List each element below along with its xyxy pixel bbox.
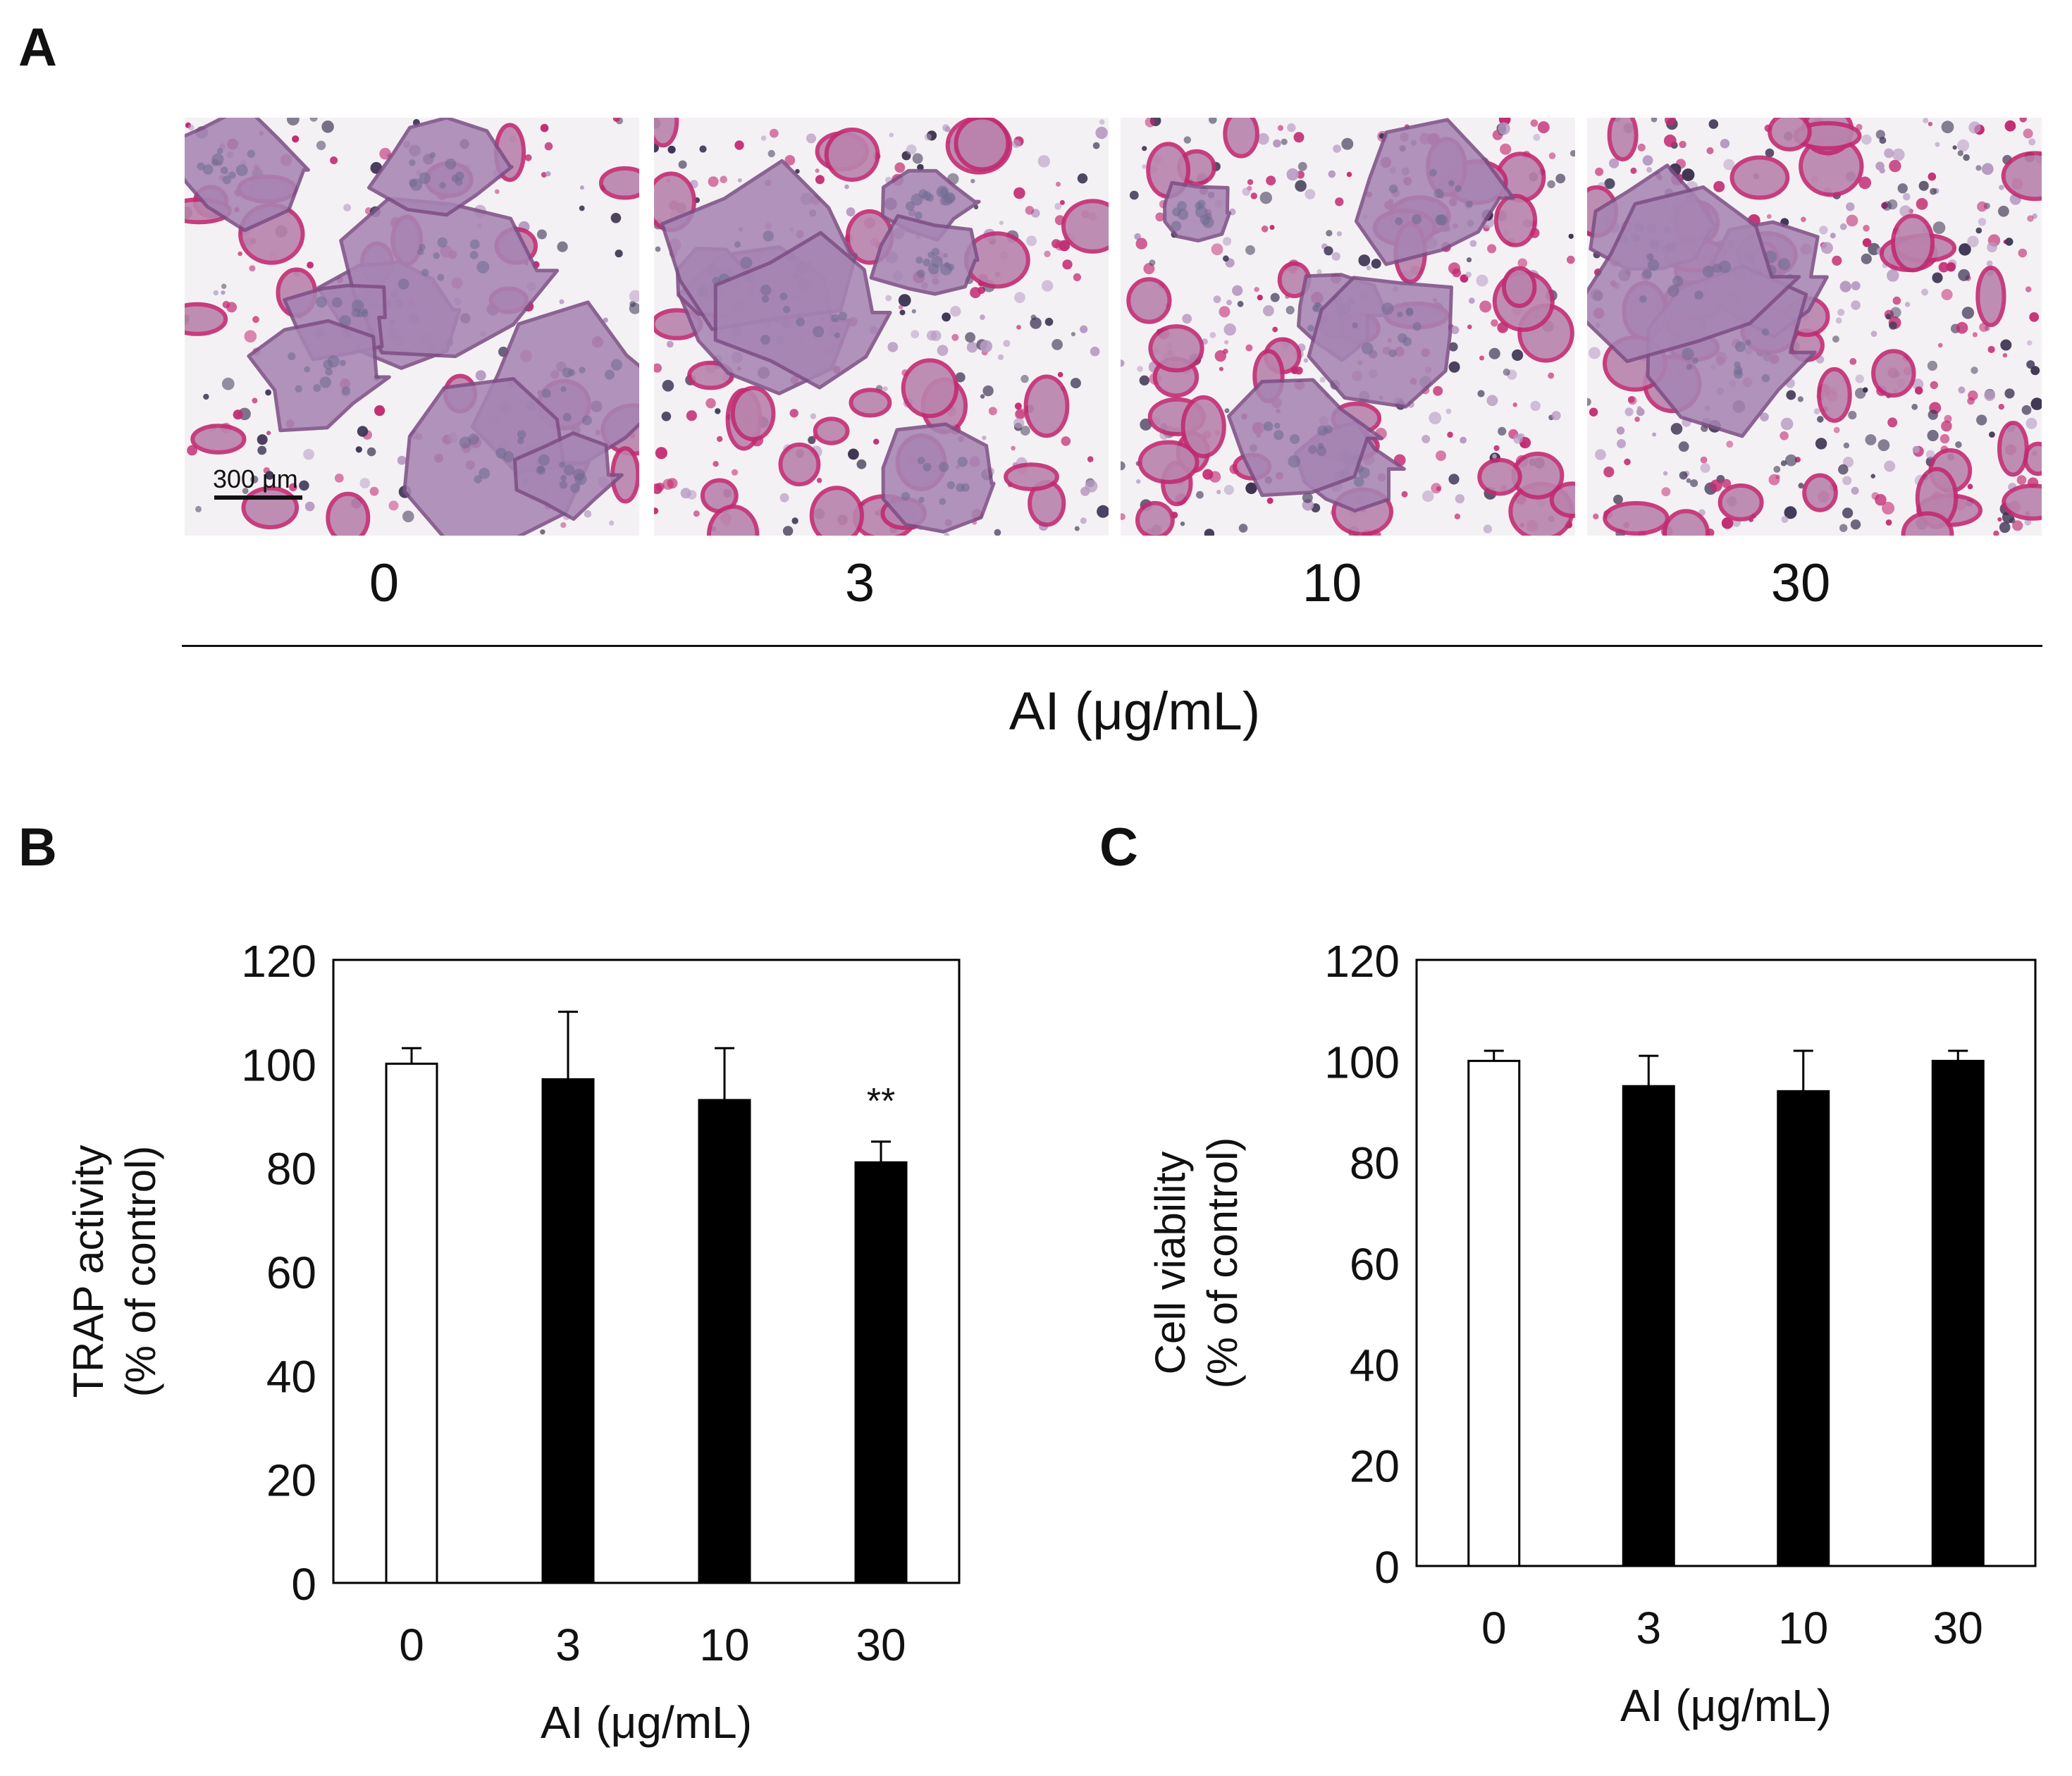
y-tick-label: 80 <box>266 1144 316 1195</box>
x-tick-label-0: 0 <box>399 1620 424 1670</box>
x-axis-label: AI (μg/mL) <box>1620 1680 1832 1731</box>
bar-3 <box>1622 1085 1675 1567</box>
panel-a-letter: A <box>18 18 57 78</box>
y-tick-label: 40 <box>1350 1340 1400 1390</box>
panel-a-divider <box>182 645 2042 647</box>
condition-label-0: 0 <box>369 553 400 613</box>
chart-cell-viability: 0 20 40 60 80 100 120 0 3 10 30 AI (μg/mL) Cell viab… <box>1147 936 2037 1731</box>
x-tick-label-10: 10 <box>699 1620 749 1670</box>
panel-b-letter: B <box>18 818 57 877</box>
y-axis-label-line2: (% of control) <box>1199 1137 1246 1389</box>
y-tick-label: 0 <box>291 1559 316 1610</box>
y-tick-label: 100 <box>241 1040 316 1090</box>
x-tick-label-3: 3 <box>555 1620 581 1670</box>
y-tick-label: 100 <box>1324 1037 1400 1087</box>
x-tick-label-30: 30 <box>1933 1603 1983 1653</box>
y-axis-label-line2: (% of control) <box>117 1146 164 1398</box>
y-tick-label: 120 <box>241 936 316 987</box>
y-tick-label: 60 <box>266 1247 316 1298</box>
plot-frame <box>332 958 961 1584</box>
x-axis-label: AI (μg/mL) <box>541 1697 752 1748</box>
x-tick-label-3: 3 <box>1636 1603 1661 1653</box>
micrograph-30 <box>1587 118 2042 536</box>
bar-0 <box>1467 1059 1521 1567</box>
plot-frame <box>1415 958 2037 1567</box>
y-tick-label: 20 <box>1350 1441 1400 1492</box>
condition-label-10: 10 <box>1302 553 1362 613</box>
micrograph-0 <box>185 118 639 536</box>
x-tick-label-10: 10 <box>1778 1603 1828 1653</box>
y-tick-label: 80 <box>1350 1138 1400 1189</box>
bar-0 <box>385 1062 438 1584</box>
y-axis-label-line1: Cell viability <box>1147 1152 1194 1375</box>
bar-10 <box>698 1099 751 1584</box>
x-tick-label-30: 30 <box>856 1620 906 1670</box>
y-axis-label-line1: TRAP activity <box>65 1145 112 1398</box>
micrograph-3 <box>654 118 1109 536</box>
y-tick-label: 20 <box>266 1455 316 1506</box>
bar-3 <box>541 1078 595 1584</box>
bar-30 <box>1931 1059 1985 1567</box>
micrograph-10 <box>1121 118 1575 536</box>
condition-label-30: 30 <box>1770 553 1831 613</box>
bar-10 <box>1777 1090 1830 1567</box>
panel-a-axis-label: AI (μg/mL) <box>1009 682 1261 741</box>
y-tick-label: 60 <box>1350 1239 1400 1290</box>
chart-trap-activity: 0 20 40 60 80 100 120 0 3 10 ** 30 AI (μg/mL) TRAP ac… <box>65 936 961 1748</box>
panel-c-letter: C <box>1099 818 1138 877</box>
y-tick-label: 0 <box>1374 1542 1400 1593</box>
condition-label-3: 3 <box>844 553 875 613</box>
significance-annotation: ** <box>867 1081 895 1122</box>
bar-30 <box>854 1161 908 1584</box>
scale-bar-label: 300 μm <box>213 464 298 493</box>
y-tick-label: 120 <box>1324 936 1400 987</box>
x-tick-label-0: 0 <box>1481 1603 1507 1653</box>
y-tick-label: 40 <box>266 1351 316 1402</box>
